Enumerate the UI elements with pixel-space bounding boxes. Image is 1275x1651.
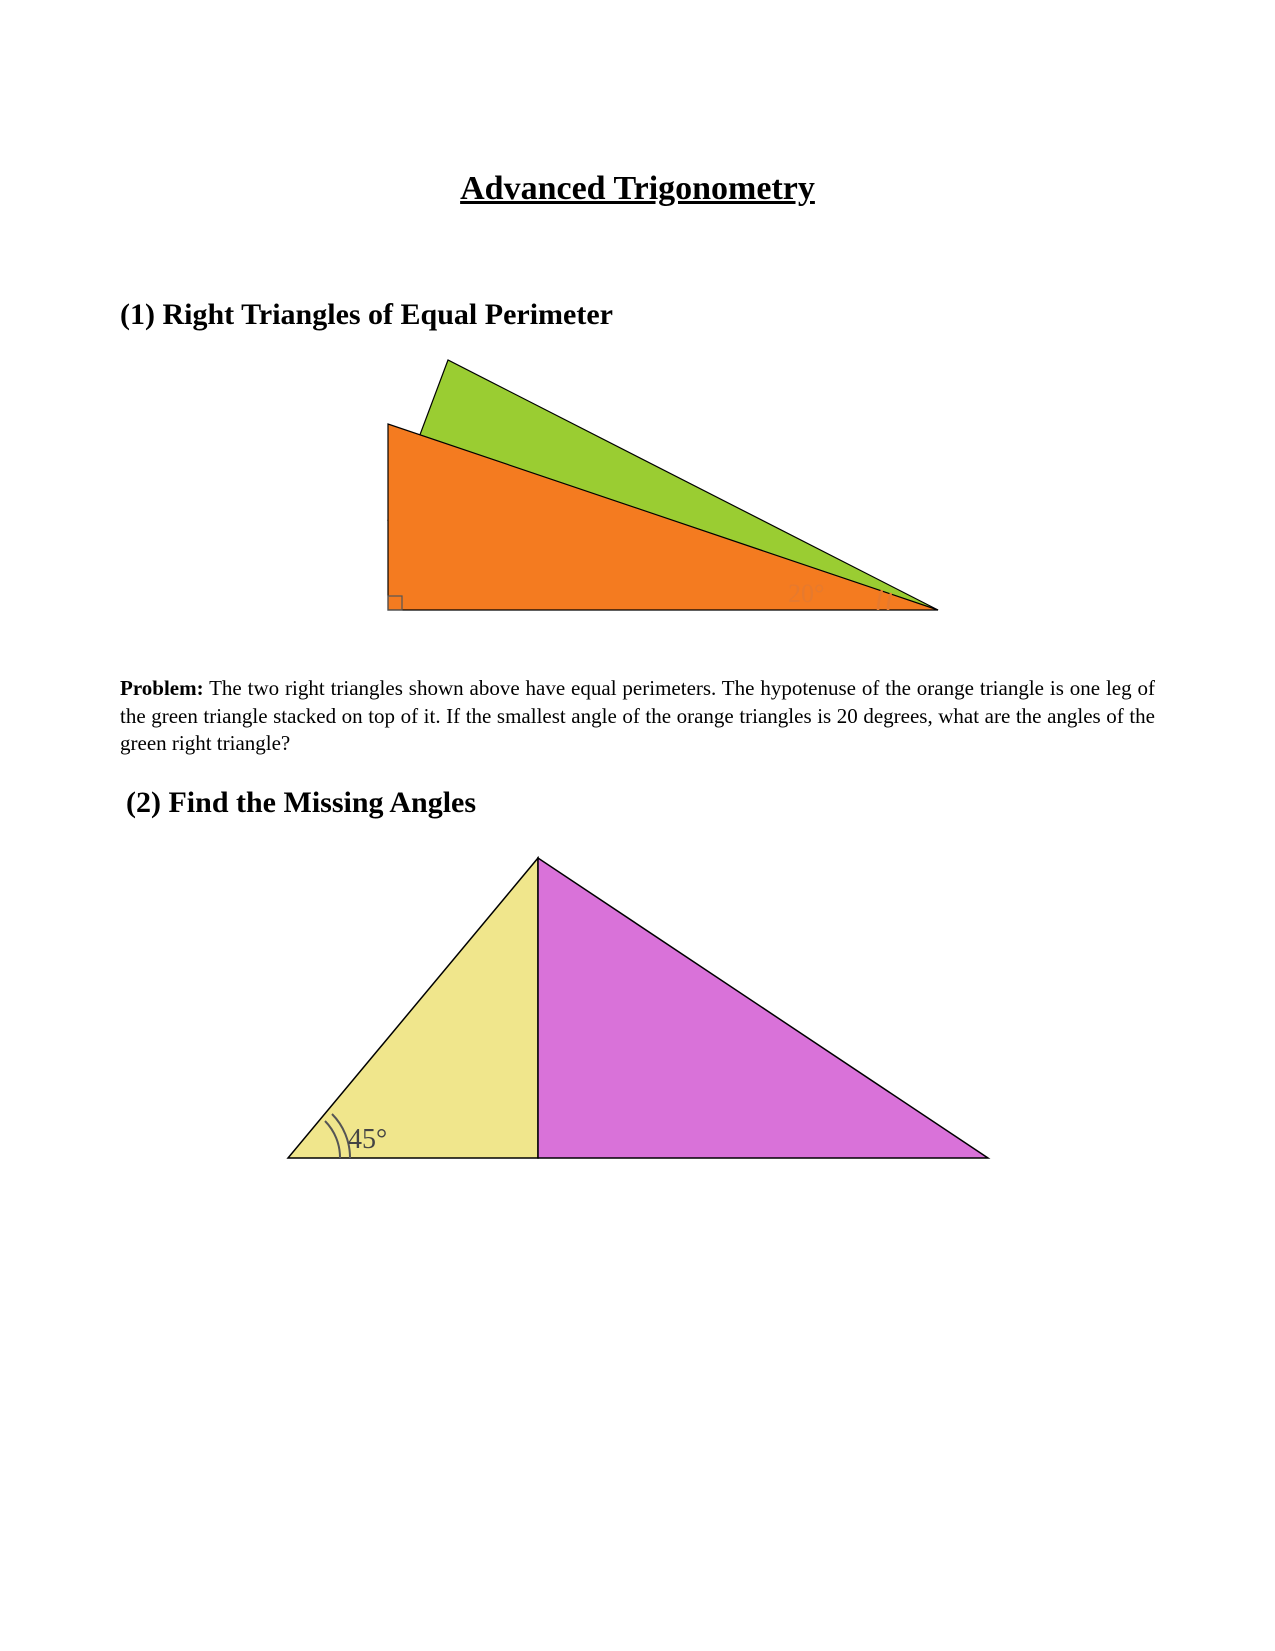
- purple-triangle: [538, 858, 988, 1158]
- section-1-heading: (1) Right Triangles of Equal Perimeter: [120, 298, 1155, 332]
- figure-1-svg: 20°: [318, 350, 958, 650]
- problem-1-text: Problem: The two right triangles shown a…: [120, 675, 1155, 758]
- problem-body: The two right triangles shown above have…: [120, 676, 1155, 755]
- figure-2-svg: 45°: [248, 838, 1028, 1178]
- angle-label-45: 45°: [348, 1124, 387, 1155]
- orange-triangle: [388, 424, 938, 610]
- section-2-heading: (2) Find the Missing Angles: [126, 786, 1155, 820]
- problem-label: Problem:: [120, 676, 204, 700]
- page-title: Advanced Trigonometry: [120, 170, 1155, 208]
- yellow-triangle: [288, 858, 538, 1158]
- figure-2-wrap: 45°: [120, 838, 1155, 1178]
- figure-1-wrap: 20°: [120, 350, 1155, 650]
- angle-label-20: 20°: [788, 579, 824, 608]
- document-page: Advanced Trigonometry (1) Right Triangle…: [0, 0, 1275, 1651]
